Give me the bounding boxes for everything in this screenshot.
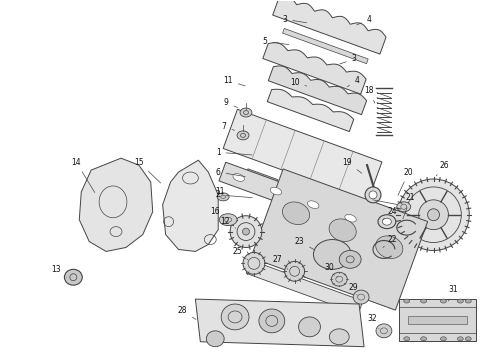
- Text: 32: 32: [367, 314, 379, 329]
- Polygon shape: [268, 66, 367, 114]
- Ellipse shape: [217, 193, 229, 201]
- Ellipse shape: [298, 317, 320, 337]
- Ellipse shape: [378, 215, 396, 229]
- Text: 14: 14: [72, 158, 95, 193]
- Text: 4: 4: [357, 15, 371, 25]
- Ellipse shape: [457, 337, 464, 341]
- Polygon shape: [163, 160, 218, 251]
- Ellipse shape: [282, 202, 310, 225]
- Ellipse shape: [376, 324, 392, 338]
- Text: 19: 19: [343, 158, 362, 174]
- Text: 26: 26: [436, 161, 449, 176]
- Ellipse shape: [353, 290, 369, 304]
- Ellipse shape: [221, 304, 249, 330]
- Text: 12: 12: [220, 217, 236, 228]
- Text: 16: 16: [210, 207, 224, 218]
- Text: 1: 1: [216, 148, 252, 157]
- Text: 11: 11: [216, 188, 225, 197]
- Ellipse shape: [466, 299, 471, 303]
- Ellipse shape: [397, 202, 411, 212]
- Text: 25: 25: [232, 247, 248, 260]
- Ellipse shape: [441, 299, 446, 303]
- Polygon shape: [196, 299, 364, 347]
- Ellipse shape: [329, 219, 356, 242]
- Ellipse shape: [441, 337, 446, 341]
- Ellipse shape: [339, 251, 361, 268]
- Ellipse shape: [329, 329, 349, 345]
- Polygon shape: [272, 0, 386, 54]
- Text: 3: 3: [340, 54, 357, 64]
- Ellipse shape: [243, 228, 249, 235]
- Ellipse shape: [331, 272, 347, 286]
- Ellipse shape: [259, 309, 285, 333]
- Ellipse shape: [420, 337, 427, 341]
- Ellipse shape: [382, 218, 392, 225]
- Polygon shape: [408, 316, 467, 324]
- Ellipse shape: [457, 299, 464, 303]
- Ellipse shape: [420, 299, 427, 303]
- Ellipse shape: [270, 187, 282, 195]
- Ellipse shape: [233, 174, 245, 181]
- Polygon shape: [246, 260, 363, 314]
- Ellipse shape: [314, 239, 351, 269]
- Ellipse shape: [398, 179, 469, 251]
- Text: 11: 11: [223, 76, 245, 86]
- Text: 30: 30: [324, 263, 337, 277]
- Polygon shape: [79, 158, 153, 251]
- Text: 21: 21: [403, 193, 416, 219]
- Text: 3: 3: [282, 15, 307, 24]
- Polygon shape: [263, 43, 366, 94]
- Text: 9: 9: [224, 98, 238, 108]
- Text: 22: 22: [383, 235, 396, 247]
- Text: 24: 24: [383, 207, 397, 220]
- Text: 18: 18: [364, 86, 375, 103]
- Ellipse shape: [219, 214, 237, 226]
- Ellipse shape: [285, 261, 305, 281]
- Polygon shape: [283, 28, 368, 64]
- Ellipse shape: [404, 337, 410, 341]
- Polygon shape: [246, 169, 278, 185]
- Text: 23: 23: [295, 237, 315, 250]
- Polygon shape: [223, 109, 382, 201]
- Ellipse shape: [64, 269, 82, 285]
- Text: 5: 5: [263, 37, 289, 46]
- Text: 20: 20: [398, 167, 414, 195]
- Ellipse shape: [230, 216, 262, 247]
- Text: 7: 7: [221, 122, 235, 131]
- Text: 31: 31: [448, 285, 458, 301]
- Text: 29: 29: [348, 283, 358, 295]
- Ellipse shape: [243, 252, 265, 274]
- Ellipse shape: [308, 201, 319, 208]
- Text: 2: 2: [216, 190, 252, 199]
- Text: 15: 15: [134, 158, 161, 183]
- Polygon shape: [219, 162, 370, 234]
- Ellipse shape: [206, 331, 224, 347]
- Ellipse shape: [240, 108, 252, 117]
- Ellipse shape: [237, 131, 249, 140]
- Text: 6: 6: [216, 167, 245, 176]
- Text: 27: 27: [273, 255, 288, 269]
- Ellipse shape: [365, 187, 381, 203]
- Text: 28: 28: [178, 306, 196, 319]
- Ellipse shape: [466, 337, 471, 341]
- Text: 13: 13: [51, 265, 66, 277]
- Ellipse shape: [345, 214, 356, 222]
- Polygon shape: [399, 299, 476, 341]
- Ellipse shape: [404, 299, 410, 303]
- Polygon shape: [251, 169, 428, 310]
- Ellipse shape: [428, 209, 440, 221]
- Ellipse shape: [369, 191, 377, 199]
- Ellipse shape: [418, 200, 448, 230]
- Text: 10: 10: [290, 78, 307, 87]
- Ellipse shape: [376, 236, 403, 258]
- Polygon shape: [267, 89, 354, 131]
- Text: 4: 4: [347, 76, 360, 87]
